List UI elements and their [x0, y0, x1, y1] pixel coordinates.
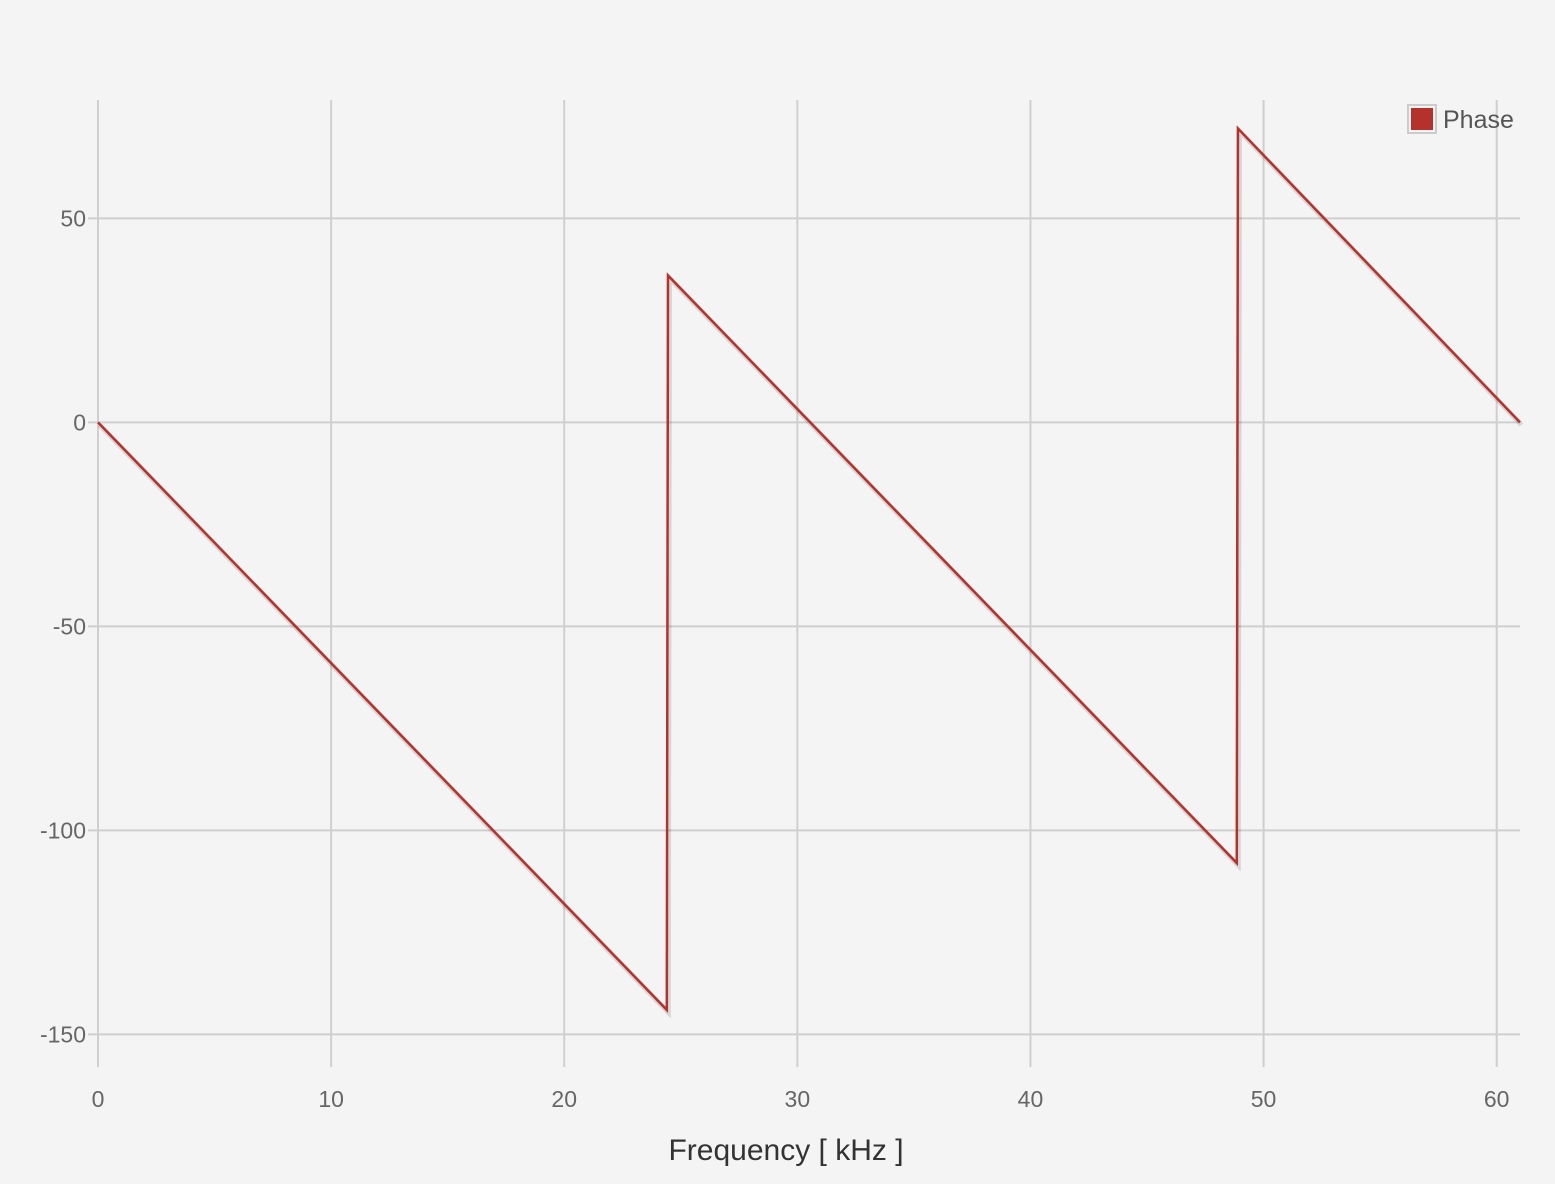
- x-tick-label: 30: [785, 1086, 811, 1112]
- x-axis-title: Frequency [ kHz ]: [668, 1134, 903, 1167]
- y-tick-label: -50: [53, 613, 86, 639]
- x-tick-label: 20: [551, 1086, 577, 1112]
- x-tick-label: 10: [318, 1086, 344, 1112]
- series-line-phase: [97, 125, 1521, 1013]
- series-layer: [97, 124, 1524, 1019]
- series-shadow: [97, 124, 1524, 1019]
- x-tick-label: 50: [1251, 1086, 1277, 1112]
- y-tick-label: -100: [40, 817, 86, 843]
- y-tick-label: 0: [73, 409, 86, 435]
- x-tick-label: 40: [1018, 1086, 1044, 1112]
- grid-layer: [88, 100, 1520, 1067]
- y-tick-label: -150: [40, 1021, 86, 1047]
- tick-layer: 0 10 20 30 40 50 60 -150 -100 -50 0 50: [40, 205, 1510, 1112]
- legend-swatch-border: [1407, 104, 1437, 134]
- x-tick-label: 60: [1484, 1086, 1510, 1112]
- legend[interactable]: Phase: [1407, 104, 1514, 134]
- x-tick-label: 0: [92, 1086, 105, 1112]
- legend-swatch: [1411, 108, 1433, 130]
- y-tick-label: 50: [60, 205, 86, 231]
- legend-label-phase: Phase: [1443, 106, 1514, 134]
